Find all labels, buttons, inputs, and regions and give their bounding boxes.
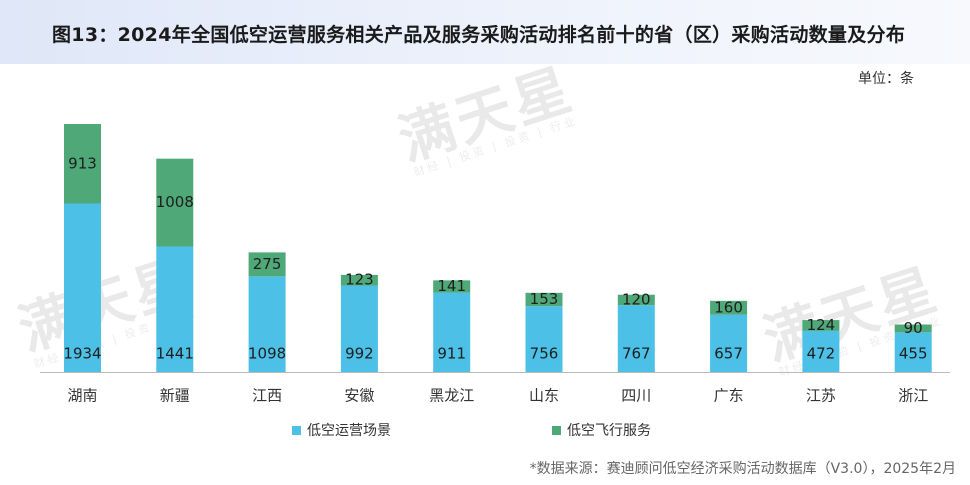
bar-scene: [894, 332, 932, 372]
bar-flight: [525, 292, 563, 307]
x-tick-label: 新疆: [160, 387, 190, 405]
bar-flight: [64, 124, 101, 204]
data-label-scene: 455: [899, 345, 928, 363]
bar-flight: [156, 158, 194, 247]
bar-flight: [802, 320, 840, 331]
data-label-flight: 275: [253, 255, 282, 273]
data-label-flight: 160: [714, 298, 743, 316]
legend-flight: 低空飞行服务: [552, 420, 651, 440]
bar-scene: [340, 285, 378, 372]
data-label-scene: 1441: [156, 345, 194, 363]
bar-scene: [64, 203, 101, 372]
data-label-scene: 1098: [248, 345, 286, 363]
data-label-flight: 1008: [156, 193, 194, 211]
bar-flight: [710, 300, 748, 315]
data-label-scene: 1934: [63, 345, 101, 363]
legend-label-flight: 低空飞行服务: [567, 423, 651, 439]
data-label-flight: 123: [345, 271, 374, 289]
data-source: *数据来源：赛迪顾问低空经济采购活动数据库（V3.0），2025年2月: [529, 461, 956, 477]
bar-flight: [340, 274, 378, 286]
unit-label: 单位：条: [858, 71, 914, 87]
data-label-scene: 756: [530, 345, 559, 363]
data-label-flight: 124: [807, 316, 836, 334]
legend-label-scene: 低空运营场景: [307, 423, 391, 439]
bar-flight: [894, 324, 932, 333]
data-label-scene: 657: [714, 345, 743, 363]
bar-scene: [433, 292, 471, 372]
data-label-flight: 141: [437, 277, 466, 295]
bar-scene: [156, 246, 194, 372]
bar-flight: [617, 294, 655, 306]
x-tick-label: 湖南: [67, 387, 97, 405]
bar-scene: [802, 330, 840, 372]
legend-swatch-scene: [292, 425, 301, 435]
x-tick-label: 浙江: [898, 387, 928, 405]
x-tick-label: 四川: [621, 387, 651, 405]
x-tick-label: 黑龙江: [429, 387, 474, 405]
data-label-flight: 90: [904, 319, 923, 337]
data-label-flight: 120: [622, 290, 651, 308]
bar-scene: [617, 305, 655, 372]
legend-swatch-flight: [552, 425, 561, 435]
bar-scene: [525, 306, 563, 372]
chart-title: 图13：2024年全国低空运营服务相关产品及服务采购活动排名前十的省（区）采购活…: [52, 24, 906, 46]
x-tick-label: 安徽: [344, 387, 374, 405]
bar-scene: [710, 314, 748, 372]
x-tick-label: 广东: [714, 387, 744, 405]
x-tick-label: 山东: [529, 387, 559, 405]
data-label-flight: 153: [530, 290, 559, 308]
bar-flight: [433, 280, 471, 293]
data-label-flight: 913: [68, 154, 97, 172]
stacked-bar-chart: 1934 913 湖南 1441 1008 新疆 1098 275 江西 992 123 安徽 911 1…: [40, 124, 950, 405]
x-tick-label: 江苏: [806, 387, 836, 405]
x-tick-label: 江西: [252, 387, 282, 405]
data-label-scene: 992: [345, 345, 374, 363]
legend-scene: 低空运营场景: [292, 420, 391, 440]
bar-scene: [248, 276, 286, 372]
data-label-scene: 472: [807, 345, 836, 363]
bar-flight: [248, 252, 286, 277]
title-bar: [0, 0, 970, 64]
data-label-scene: 767: [622, 345, 651, 363]
data-label-scene: 911: [437, 345, 466, 363]
